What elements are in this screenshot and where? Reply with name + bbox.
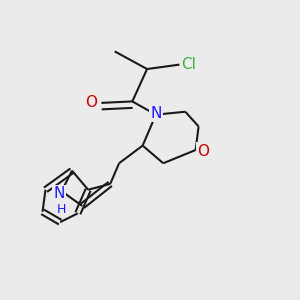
Text: O: O: [197, 144, 209, 159]
Text: Cl: Cl: [181, 57, 196, 72]
Text: H: H: [57, 203, 66, 216]
Text: O: O: [85, 95, 97, 110]
Text: N: N: [53, 186, 64, 201]
Text: N: N: [150, 106, 162, 121]
